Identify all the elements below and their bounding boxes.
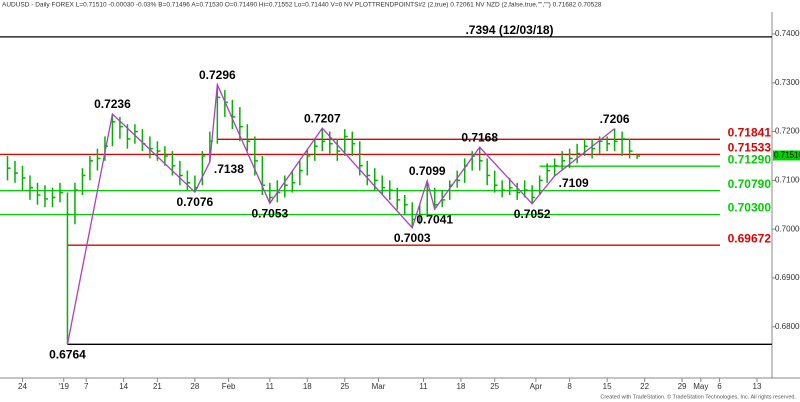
- swing-label: 0.7296: [199, 68, 236, 82]
- x-tick-label: 24: [18, 382, 27, 391]
- x-tick-label: 11: [266, 382, 275, 391]
- swing-label: 0.7076: [177, 195, 214, 209]
- x-tick-label: Feb: [222, 382, 236, 391]
- swing-label: .7138: [214, 162, 244, 176]
- swing-label: 0.7168: [461, 130, 498, 144]
- x-tick-label: Mar: [372, 382, 386, 391]
- x-tick-label: 15: [603, 382, 612, 391]
- header: AUDUSD - Daily FOREX L=0.71510 -0.00030 …: [2, 2, 602, 9]
- x-tick-label: 21: [153, 382, 162, 391]
- x-tick-label: '19: [58, 382, 69, 391]
- swing-label: 0.7052: [514, 207, 551, 221]
- x-tick-label: 29: [678, 382, 687, 391]
- swing-label: .7206: [600, 112, 630, 126]
- footer: Created with TradeStation. © TradeStatio…: [600, 393, 796, 400]
- y-tick-label: 0.68000: [775, 322, 800, 331]
- x-tick-label: 7: [84, 382, 89, 391]
- level-label: .7394 (12/03/18): [465, 23, 553, 37]
- swing-label: 0.6764: [49, 347, 86, 361]
- x-tick-label: Apr: [530, 382, 543, 391]
- swing-label: 0.7236: [94, 97, 131, 111]
- x-tick-label: 18: [456, 382, 465, 391]
- x-tick-label: 22: [640, 382, 649, 391]
- x-tick-label: 6: [717, 382, 722, 391]
- level-label: 0.71290: [728, 152, 772, 166]
- x-tick-label: 18: [303, 382, 312, 391]
- swing-label: .7109: [559, 176, 589, 190]
- x-tick-label: 8: [567, 382, 572, 391]
- level-label: 0.69672: [728, 231, 772, 245]
- x-tick-label: 14: [119, 382, 128, 391]
- level-label: 0.71533: [728, 141, 772, 155]
- last-price-box: [773, 150, 800, 161]
- swing-label: 0.7003: [394, 231, 431, 245]
- x-tick-label: 25: [490, 382, 499, 391]
- x-tick-label: 13: [753, 382, 762, 391]
- swing-label: 0.7099: [409, 164, 446, 178]
- x-tick-label: May: [693, 382, 708, 391]
- x-tick-label: 28: [190, 382, 199, 391]
- x-tick-label: 11: [419, 382, 428, 391]
- swing-label: 0.7053: [251, 206, 288, 220]
- swing-line: [66, 82, 616, 345]
- level-label: 0.70790: [728, 177, 772, 191]
- swing-label: 0.7041: [416, 212, 453, 226]
- x-tick-label: 25: [340, 382, 349, 391]
- level-label: 0.71841: [728, 125, 772, 139]
- level-label: 0.70300: [728, 201, 772, 215]
- last-price-label: 0.71510: [774, 151, 800, 160]
- swing-label: 0.7207: [304, 111, 341, 125]
